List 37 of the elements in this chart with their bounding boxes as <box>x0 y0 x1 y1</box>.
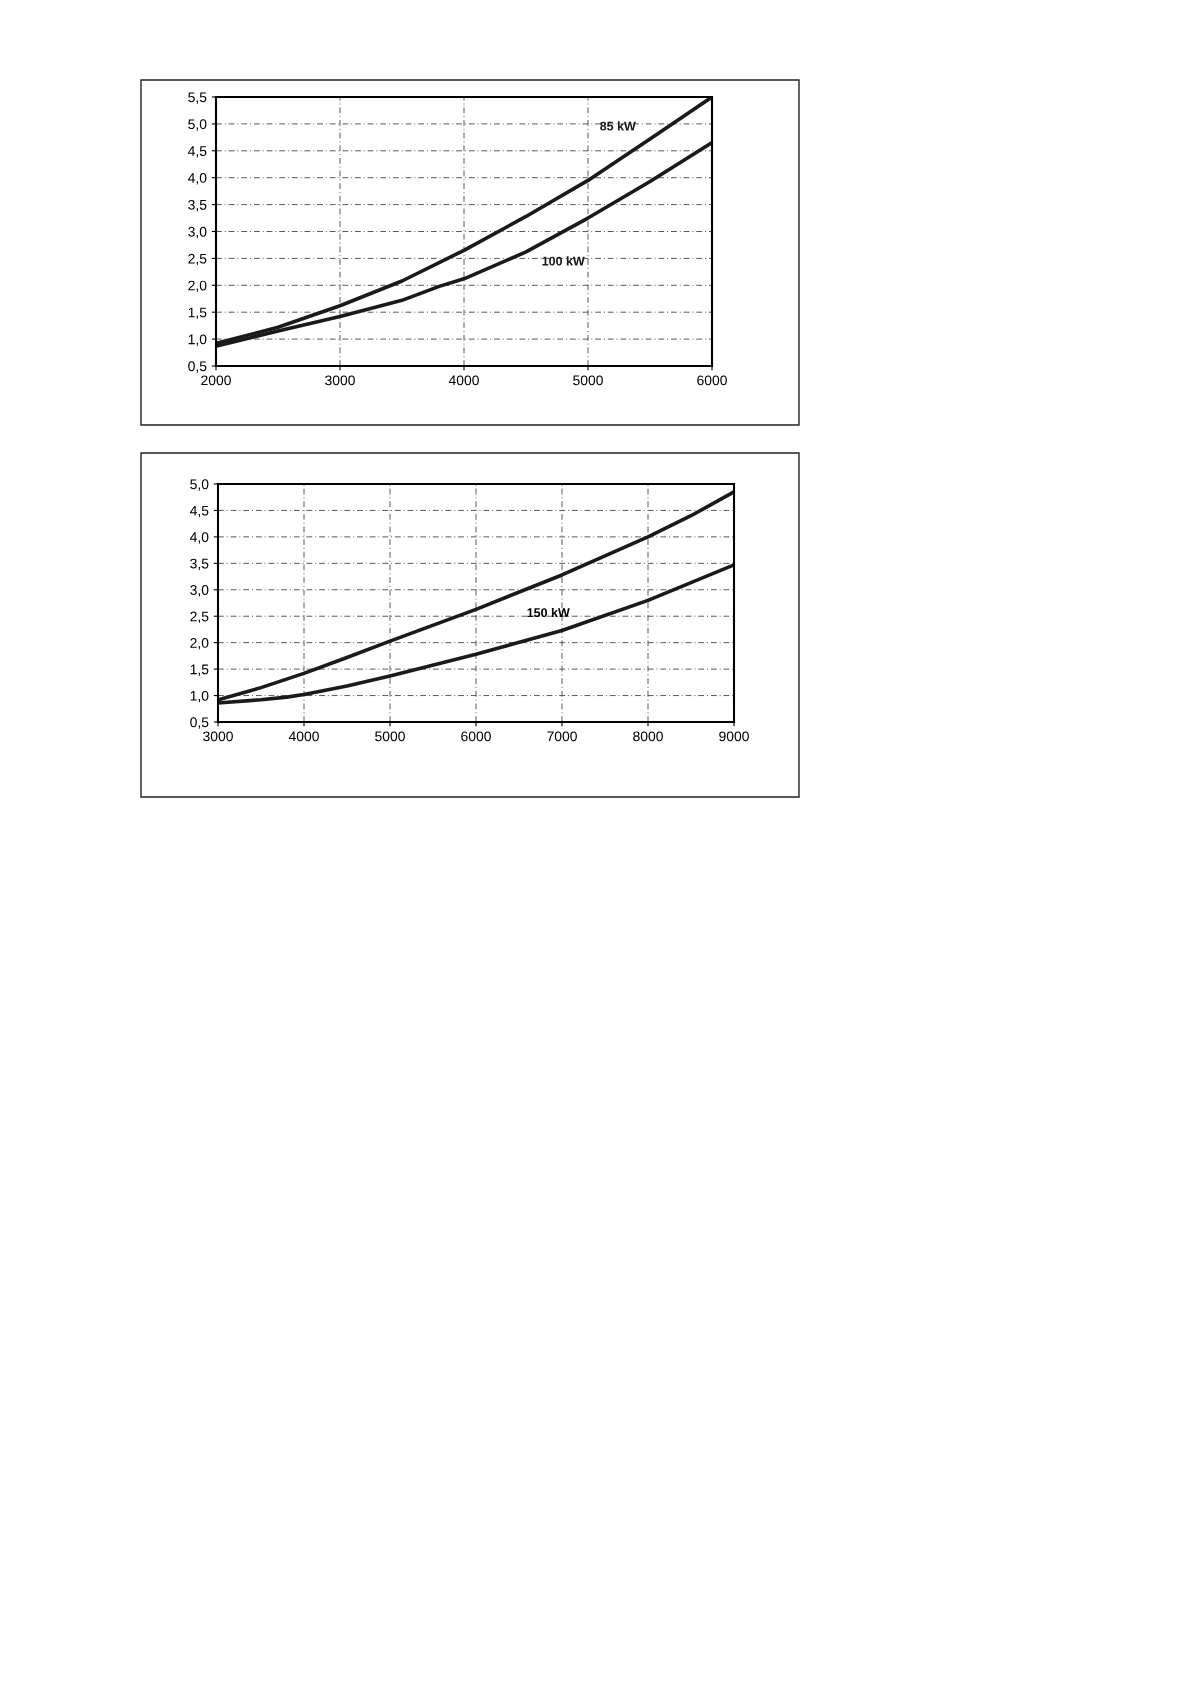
y-tick-label: 4,0 <box>189 532 209 544</box>
y-tick-label: 0,5 <box>188 361 207 373</box>
x-tick-label: 6000 <box>461 731 491 742</box>
y-tick-label: 3,0 <box>190 585 209 597</box>
y-tick-label: 2,5 <box>188 253 207 266</box>
y-tick-label: 0,5 <box>190 717 209 729</box>
y-tick-label: 2,0 <box>190 638 209 650</box>
y-tick-label: 3,5 <box>190 558 209 571</box>
y-tick-label: 1,5 <box>188 307 207 320</box>
line-series <box>218 490 734 702</box>
y-tick-label: 4,5 <box>189 505 209 518</box>
y-tick-label: 2,5 <box>190 611 209 624</box>
x-tick-label: 5000 <box>573 375 603 386</box>
x-tick-label: 3000 <box>203 731 233 742</box>
x-tick-label: 8000 <box>633 731 663 742</box>
x-tick-label: 9000 <box>719 731 749 742</box>
x-tick-label: 6000 <box>697 375 727 386</box>
y-tick-label: 3,0 <box>188 226 207 239</box>
series-label: 100 kW <box>542 256 585 266</box>
annotation: 150 kW <box>527 607 570 618</box>
series-label: 85 kW <box>600 121 636 131</box>
x-tick-label: 4000 <box>288 731 319 742</box>
y-tick-label: 1,0 <box>188 334 207 346</box>
y-tick-label: 1,0 <box>190 690 209 703</box>
y-tick-label: 5,0 <box>188 119 207 131</box>
x-tick-label: 5000 <box>375 731 405 742</box>
y-tick-label: 5,5 <box>188 92 207 104</box>
x-tick-label: 4000 <box>448 375 479 386</box>
y-tick-label: 3,5 <box>188 199 207 212</box>
y-tick-label: 4,0 <box>187 173 207 185</box>
x-tick-label: 2000 <box>201 375 231 386</box>
x-tick-label: 3000 <box>325 375 355 386</box>
y-tick-label: 1,5 <box>190 664 209 676</box>
x-tick-label: 7000 <box>547 731 577 742</box>
y-tick-label: 5,0 <box>190 479 209 491</box>
y-tick-label: 4,5 <box>187 146 207 158</box>
y-tick-label: 2,0 <box>188 280 207 293</box>
